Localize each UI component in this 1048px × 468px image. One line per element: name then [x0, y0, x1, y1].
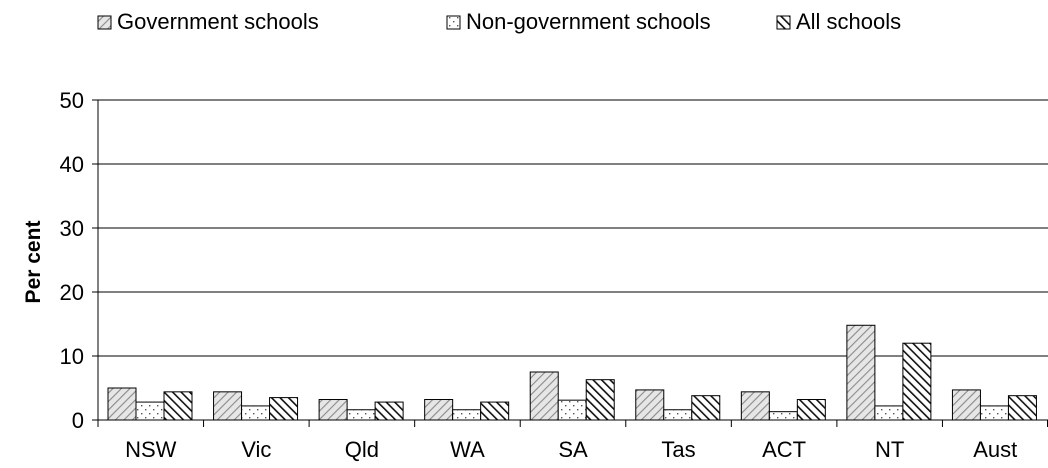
- bar-non-government-schools: [768, 411, 798, 421]
- gridlines: [98, 99, 1048, 357]
- bar-non-government-schools: [135, 401, 165, 421]
- bar-government-schools: [846, 324, 876, 421]
- bar-all-schools: [480, 401, 510, 421]
- legend-label-all-schools: All schools: [796, 9, 901, 34]
- x-tick-labels: NSW Vic Qld WA SA Tas ACT NT Aust: [97, 420, 1048, 462]
- bar-non-government-schools: [663, 409, 693, 421]
- bar-all-schools: [585, 379, 615, 421]
- bar-all-schools: [1007, 395, 1037, 421]
- bar-all-schools: [902, 342, 932, 421]
- bar-government-schools: [318, 399, 348, 421]
- bar-non-government-schools: [452, 409, 482, 421]
- bar-all-schools: [374, 401, 404, 421]
- legend: Government schools Non-government schools…: [97, 9, 901, 34]
- bar-government-schools: [529, 371, 559, 421]
- x-tick-label: ACT: [762, 437, 806, 462]
- bar-government-schools: [635, 389, 665, 421]
- y-tick-labels: 0 10 20 30 40 50: [60, 88, 98, 433]
- y-axis-label: Per cent: [22, 221, 45, 304]
- x-tick-label: SA: [558, 437, 588, 462]
- bar-all-schools: [269, 397, 299, 421]
- y-tick-label: 20: [60, 280, 84, 305]
- bar-all-schools: [796, 399, 826, 421]
- bar-government-schools: [213, 391, 243, 421]
- legend-swatch-all-schools: [776, 15, 791, 30]
- bar-all-schools: [163, 391, 193, 421]
- y-tick-label: 40: [60, 152, 84, 177]
- bar-government-schools: [424, 399, 454, 421]
- x-tick-label: WA: [450, 437, 485, 462]
- y-tick-label: 50: [60, 88, 84, 113]
- bar-non-government-schools: [241, 405, 271, 421]
- x-tick-label: NSW: [125, 437, 177, 462]
- x-tick-label: Tas: [661, 437, 695, 462]
- legend-swatch-government-schools: [97, 15, 112, 30]
- bar-government-schools: [740, 391, 770, 421]
- legend-label-government-schools: Government schools: [117, 9, 319, 34]
- x-tick-label: Qld: [345, 437, 379, 462]
- x-tick-label: Vic: [241, 437, 271, 462]
- y-tick-label: 10: [60, 344, 84, 369]
- y-tick-label: 0: [72, 408, 84, 433]
- bar-non-government-schools: [346, 409, 376, 421]
- x-tick-label: NT: [875, 437, 904, 462]
- bar-non-government-schools: [874, 405, 904, 421]
- bars: [107, 324, 1037, 421]
- axes: [97, 100, 1048, 421]
- bar-non-government-schools: [979, 405, 1009, 421]
- legend-swatch-non-government-schools: [446, 15, 461, 30]
- x-tick-label: Aust: [973, 437, 1017, 462]
- bar-government-schools: [107, 387, 137, 421]
- bar-all-schools: [691, 395, 721, 421]
- legend-label-non-government-schools: Non-government schools: [466, 9, 711, 34]
- y-tick-label: 30: [60, 216, 84, 241]
- bar-non-government-schools: [557, 399, 587, 421]
- bar-government-schools: [951, 389, 981, 421]
